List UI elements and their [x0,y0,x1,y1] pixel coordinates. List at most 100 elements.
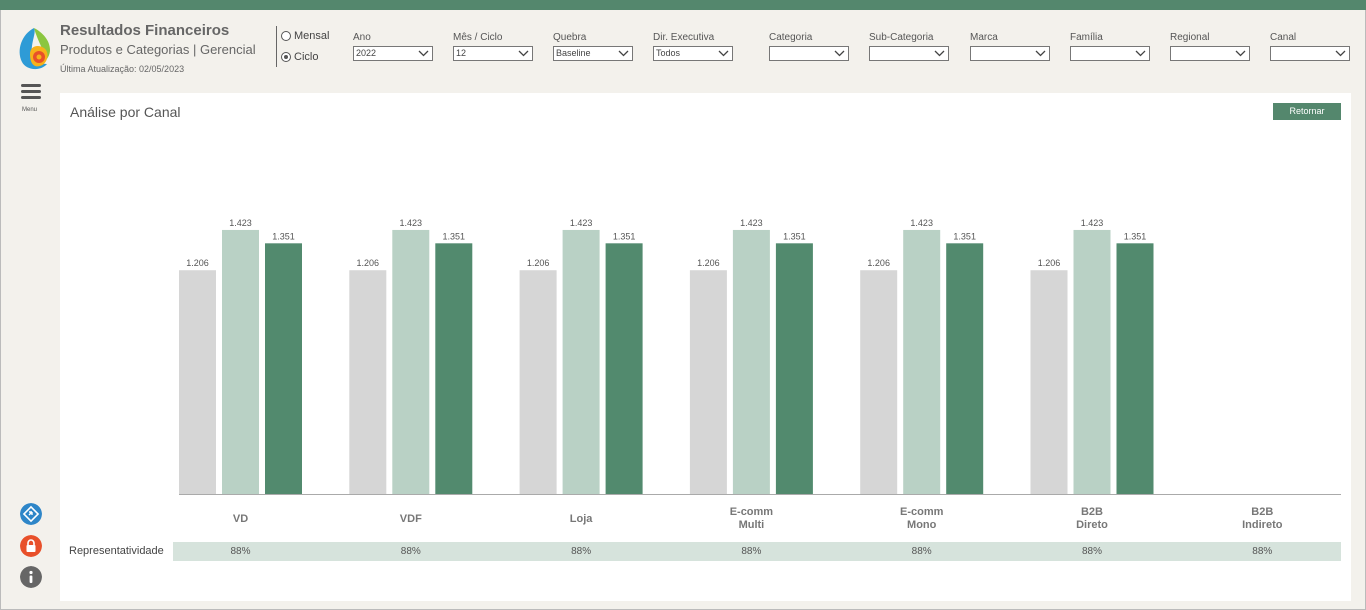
data-label: 1.423 [229,218,252,228]
filter-select[interactable] [1070,46,1150,61]
filter-select[interactable] [869,46,949,61]
category-label: E-comm [730,506,774,518]
bar-0-0[interactable] [179,270,216,494]
radio-ciclo-label: Ciclo [294,51,319,63]
filter-select[interactable] [1270,46,1350,61]
bar-5-1[interactable] [1073,229,1111,494]
filter-label: Mês / Ciclo [453,32,503,43]
filter-select[interactable]: 12 [453,46,533,61]
data-label: 1.206 [1038,258,1061,268]
panel-title: Análise por Canal [70,104,181,120]
data-label: 1.351 [783,231,806,241]
category-label: Mono [907,519,937,531]
data-label: 1.206 [527,258,550,268]
bar-3-0[interactable] [689,270,727,494]
filter-select[interactable]: Todos [653,46,733,61]
filter-select[interactable]: Baseline [553,46,633,61]
header-divider [276,26,277,67]
bar-5-0[interactable] [1030,270,1068,494]
data-label: 1.206 [357,258,380,268]
filter-8: Regional [1170,32,1250,61]
chevron-down-icon [418,50,429,57]
category-label: Multi [739,519,765,531]
radio-ciclo[interactable]: Ciclo [281,51,318,63]
filter-value: Todos [656,48,681,58]
data-label: 1.351 [1124,231,1147,241]
category-label: Direto [1076,519,1108,531]
menu-icon[interactable] [21,84,41,102]
category-label: Indireto [1242,519,1283,531]
info-icon[interactable] [20,566,42,588]
data-label: 1.351 [953,231,976,241]
bar-5-2[interactable] [1116,243,1154,494]
category-label: Loja [570,513,593,525]
representatividade-label: Representatividade [69,545,164,557]
filter-6: Marca [970,32,1050,61]
filter-label: Regional [1170,32,1210,43]
bar-0-1[interactable] [222,229,259,494]
filter-label: Marca [970,32,998,43]
representatividade-value: 88% [1252,546,1273,557]
radio-mensal[interactable]: Mensal [281,30,329,42]
filter-2: Quebra Baseline [553,32,633,61]
filter-select[interactable]: 2022 [353,46,433,61]
bar-3-2[interactable] [775,243,813,494]
bar-2-1[interactable] [562,229,600,494]
menu-label: Menu [22,107,38,113]
lock-icon[interactable] [20,535,42,557]
filter-0: Ano 2022 [353,32,433,61]
bar-1-1[interactable] [392,229,430,494]
representatividade-value: 88% [571,546,592,557]
data-label: 1.423 [1081,218,1104,228]
filter-label: Categoria [769,32,813,43]
filter-7: Família [1070,32,1150,61]
chevron-down-icon [934,50,945,57]
filter-label: Família [1070,32,1103,43]
representatividade-value: 88% [1081,546,1102,557]
filter-label: Quebra [553,32,587,43]
bar-1-0[interactable] [349,270,387,494]
data-label: 1.351 [272,231,295,241]
filter-9: Canal [1270,32,1350,61]
filter-5: Sub-Categoria [869,32,949,61]
chevron-down-icon [1335,50,1346,57]
bar-1-2[interactable] [435,243,473,494]
filter-value: 2022 [356,48,377,58]
category-label: VDF [400,513,422,525]
chevron-down-icon [1235,50,1246,57]
bar-2-0[interactable] [519,270,557,494]
representatividade-band [173,542,1341,561]
app-title: Resultados Financeiros [60,22,230,39]
bar-0-2[interactable] [265,243,302,494]
radio-ciclo-dot[interactable] [281,52,291,62]
data-label: 1.206 [697,258,720,268]
filter-label: Canal [1270,32,1297,43]
return-button[interactable]: Retornar [1273,103,1341,120]
bar-3-1[interactable] [732,229,770,494]
category-label: VD [233,513,248,525]
share-icon[interactable] [20,503,42,525]
last-update-text: Última Atualização: 02/05/2023 [60,64,185,74]
category-label: B2B [1081,506,1103,518]
filter-select[interactable] [1170,46,1250,61]
bar-4-1[interactable] [903,229,941,494]
data-label: 1.206 [186,258,209,268]
data-label: 1.423 [570,218,593,228]
filter-select[interactable] [970,46,1050,61]
representatividade-value: 88% [400,546,421,557]
filter-select[interactable] [769,46,849,61]
bar-4-2[interactable] [946,243,984,494]
chevron-down-icon [518,50,529,57]
category-label: E-comm [900,506,944,518]
filter-label: Dir. Executiva [653,32,715,43]
data-label: 1.206 [867,258,890,268]
chevron-down-icon [1035,50,1046,57]
bar-4-0[interactable] [860,270,898,494]
chevron-down-icon [834,50,845,57]
filter-value: 12 [456,48,467,58]
radio-mensal-dot[interactable] [281,31,291,41]
chevron-down-icon [618,50,629,57]
bar-2-2[interactable] [605,243,643,494]
data-label: 1.423 [740,218,763,228]
